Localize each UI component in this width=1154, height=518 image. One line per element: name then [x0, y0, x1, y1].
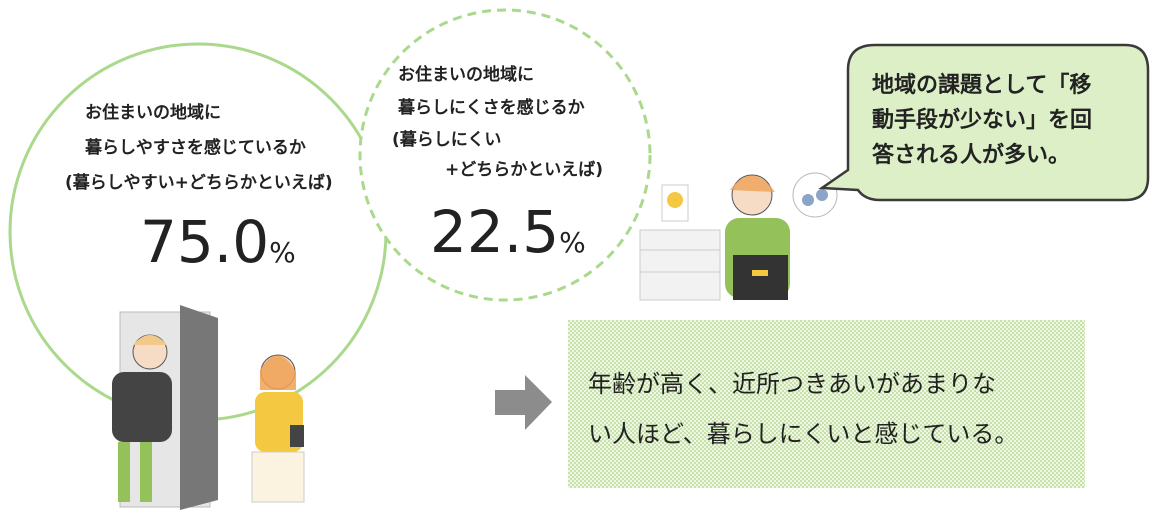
unit: %: [269, 236, 296, 269]
infographic: お住まいの地域に 暮らしやすさを感じているか (暮らしやすい+どちらかといえば)…: [0, 0, 1154, 518]
arrow: [495, 375, 552, 430]
note-line: い人ほど、暮らしにくいと感じている。: [588, 420, 1018, 448]
shopper-illustration: [640, 173, 837, 300]
label-line: 暮らしにくさを感じるか: [397, 97, 585, 118]
bubble-line: 地域の課題として「移: [872, 72, 1091, 98]
label-line: 暮らしやすさを感じているか: [84, 137, 306, 158]
label-line: (暮らしにくい: [392, 129, 501, 150]
bubble-line: 動手段が少ない」を回: [872, 107, 1092, 133]
note-box: [568, 320, 1085, 488]
label-line: (暮らしやすい+どちらかといえば): [65, 172, 333, 193]
label-line: お住まいの地域に: [398, 64, 534, 85]
unit: %: [559, 226, 586, 259]
label-line: +どちらかといえば): [445, 160, 603, 180]
bubble-line: 答される人が多い。: [872, 142, 1070, 168]
page: お住まいの地域に 暮らしやすさを感じているか (暮らしやすい+どちらかといえば)…: [0, 0, 1154, 518]
value: 75.0: [140, 208, 269, 276]
label-line: お住まいの地域に: [85, 102, 221, 123]
value: 22.5: [430, 198, 559, 266]
note-line: 年齢が高く、近所つきあいがあまりな: [588, 370, 996, 398]
